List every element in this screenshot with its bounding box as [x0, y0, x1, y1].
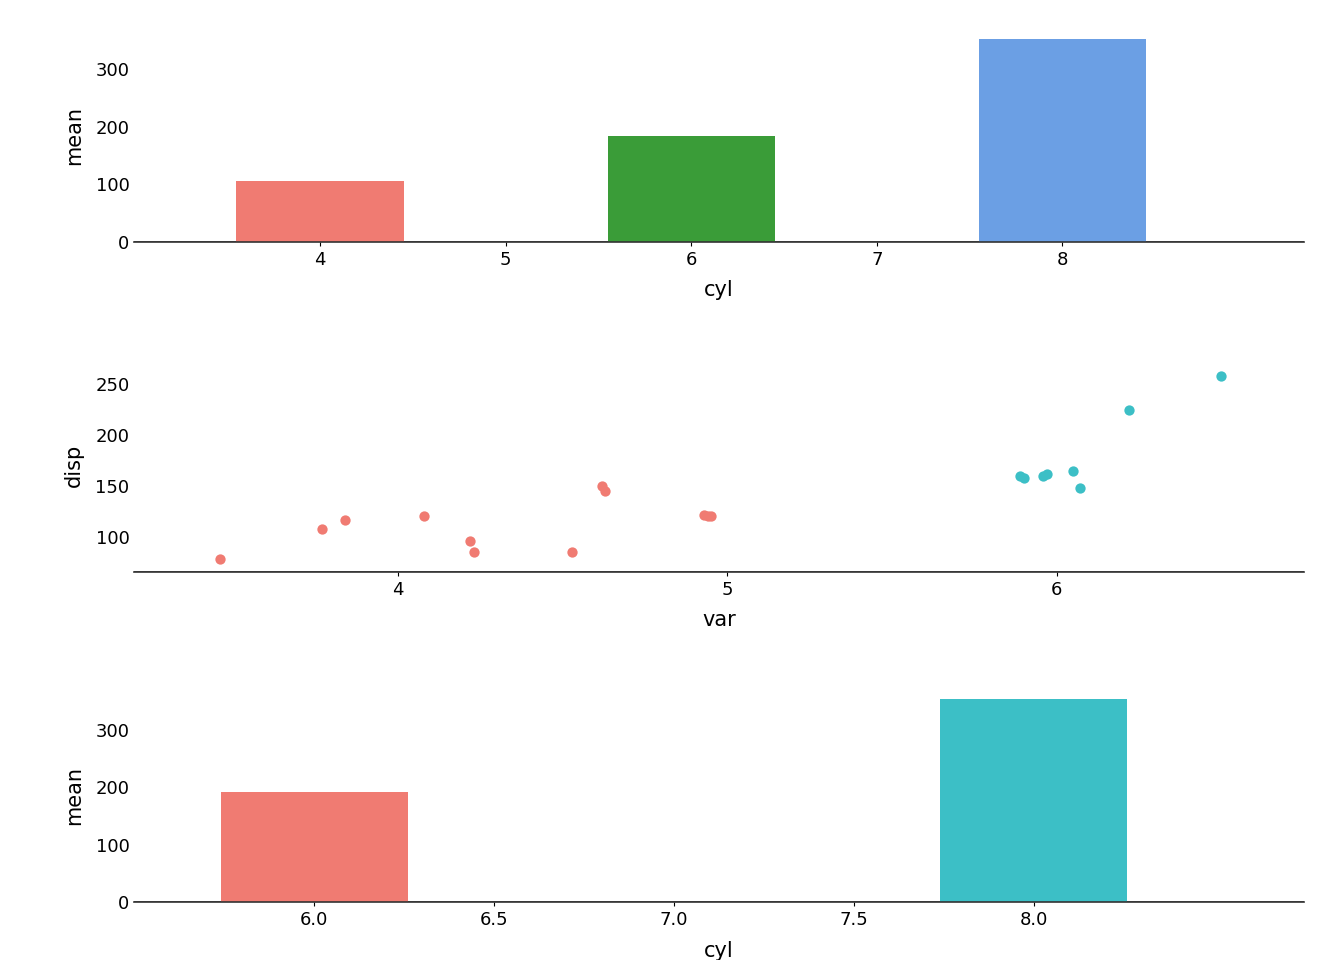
Point	[591, 478, 613, 493]
Point	[1036, 466, 1058, 481]
Point	[312, 521, 333, 537]
Point	[700, 509, 722, 524]
Point	[1013, 470, 1035, 486]
Point	[462, 544, 484, 560]
Bar	[607, 136, 774, 242]
X-axis label: cyl: cyl	[704, 941, 734, 960]
Point	[1211, 369, 1232, 384]
X-axis label: var: var	[702, 611, 737, 631]
Bar	[941, 699, 1128, 902]
X-axis label: cyl: cyl	[704, 280, 734, 300]
Bar	[220, 792, 407, 902]
Point	[694, 508, 715, 523]
Bar	[978, 38, 1146, 242]
Point	[414, 509, 435, 524]
Point	[1062, 463, 1083, 478]
Point	[1118, 402, 1140, 418]
Y-axis label: disp: disp	[65, 444, 85, 488]
Point	[696, 509, 718, 524]
Point	[335, 513, 356, 528]
Point	[1009, 468, 1031, 484]
Point	[460, 533, 481, 548]
Point	[1032, 468, 1054, 484]
Bar	[237, 181, 403, 242]
Point	[210, 551, 231, 566]
Point	[562, 544, 583, 560]
Y-axis label: mean: mean	[65, 766, 85, 826]
Point	[1068, 480, 1090, 495]
Point	[594, 483, 616, 498]
Y-axis label: mean: mean	[65, 106, 85, 165]
